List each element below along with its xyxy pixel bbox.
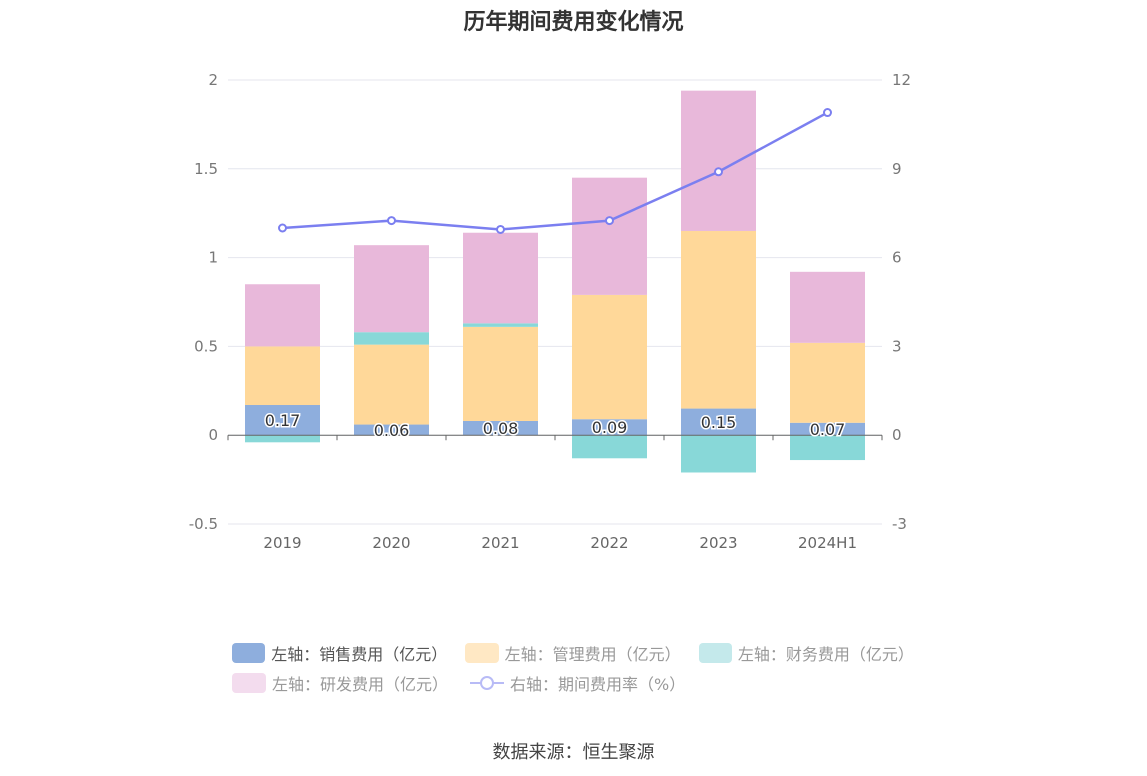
data-label: 0.15 — [701, 413, 737, 432]
right-tick-label: 9 — [892, 160, 902, 178]
bar-segment — [790, 271, 865, 343]
right-tick-label: -3 — [892, 515, 907, 533]
bar-segment — [790, 342, 865, 423]
bar-segment — [463, 323, 538, 327]
left-tick-label: 0.5 — [194, 337, 218, 355]
category-label: 2019 — [263, 534, 301, 552]
right-tick-label: 3 — [892, 337, 902, 355]
legend-item-admin[interactable]: 左轴：管理费用（亿元） — [465, 641, 681, 665]
bar-segment — [354, 424, 429, 436]
legend-row-2: 左轴：研发费用（亿元） 右轴：期间费用率（%） — [232, 668, 932, 698]
bar-segment — [245, 435, 320, 443]
left-tick-label: 1 — [208, 249, 218, 267]
bar-segment — [463, 420, 538, 436]
source-note: 数据来源：恒生聚源 — [492, 742, 655, 763]
bar-segment — [354, 332, 429, 345]
bar-segment — [572, 419, 647, 436]
legend-swatch-rnd — [232, 673, 266, 693]
data-label: 0.07 — [810, 420, 846, 439]
bar-segment — [572, 294, 647, 420]
legend-label-sales: 左轴：销售费用（亿元） — [271, 645, 448, 664]
legend-swatch-finance — [698, 643, 732, 663]
legend-row-1: 左轴：销售费用（亿元） 左轴：管理费用（亿元） 左轴：财务费用（亿元） — [232, 638, 932, 668]
right-tick-label: 0 — [892, 426, 902, 444]
bar-segment — [572, 435, 647, 459]
left-tick-label: -0.5 — [189, 515, 218, 533]
bar-segment — [463, 232, 538, 324]
rate-point — [278, 223, 287, 233]
rate-point — [714, 167, 723, 177]
bar-segment — [245, 405, 320, 436]
bar-segment — [245, 284, 320, 347]
bar-segment — [681, 435, 756, 473]
legend-label-finance: 左轴：财务费用（亿元） — [737, 645, 914, 664]
bar-segment — [790, 422, 865, 436]
category-label: 2024H1 — [798, 534, 857, 552]
legend-label-rnd: 左轴：研发费用（亿元） — [272, 675, 449, 694]
bar-segment — [681, 408, 756, 436]
legend-item-sales[interactable]: 左轴：销售费用（亿元） — [232, 641, 448, 665]
bar-segment — [681, 90, 756, 231]
left-tick-label: 0 — [208, 426, 218, 444]
legend-swatch-sales — [232, 643, 266, 663]
category-label: 2020 — [372, 534, 410, 552]
plot-area: -0.5 0 0.5 1 1.5 2 -3 0 3 6 9 12 2019 2020 2021 2022 202… — [189, 71, 911, 552]
bar-segment — [354, 344, 429, 425]
rate-point — [496, 224, 505, 234]
right-tick-label: 6 — [892, 249, 902, 267]
bar-segment — [572, 177, 647, 295]
bar-segment — [463, 326, 538, 421]
data-label: 0.08 — [483, 419, 519, 438]
rate-line — [282, 111, 829, 231]
data-label: 0.09 — [592, 418, 628, 437]
bar-segment — [790, 435, 865, 461]
data-label: 0.06 — [374, 421, 410, 440]
left-tick-label: 1.5 — [194, 160, 218, 178]
left-tick-label: 2 — [208, 71, 218, 89]
legend-item-rnd[interactable]: 左轴：研发费用（亿元） — [232, 671, 448, 695]
bar-segment — [354, 245, 429, 333]
rate-point — [823, 108, 832, 118]
category-label: 2023 — [699, 534, 737, 552]
legend-item-rate[interactable]: 右轴：期间费用率（%） — [470, 671, 685, 695]
bar-segment — [681, 230, 756, 409]
data-label: 0.17 — [265, 411, 301, 430]
legend-item-finance[interactable]: 左轴：财务费用（亿元） — [698, 641, 914, 665]
rate-point — [387, 216, 396, 226]
chart-title: 历年期间费用变化情况 — [463, 10, 684, 35]
legend-swatch-rate — [470, 673, 505, 693]
bar-segment — [245, 346, 320, 406]
legend-label-admin: 左轴：管理费用（亿元） — [504, 645, 681, 664]
category-label: 2022 — [590, 534, 628, 552]
category-label: 2021 — [481, 534, 519, 552]
legend: 左轴：销售费用（亿元） 左轴：管理费用（亿元） 左轴：财务费用（亿元） 左轴：研… — [232, 638, 932, 698]
legend-label-rate: 右轴：期间费用率（%） — [510, 675, 686, 694]
legend-swatch-admin — [465, 643, 499, 663]
right-tick-label: 12 — [892, 71, 911, 89]
rate-point — [605, 216, 614, 226]
